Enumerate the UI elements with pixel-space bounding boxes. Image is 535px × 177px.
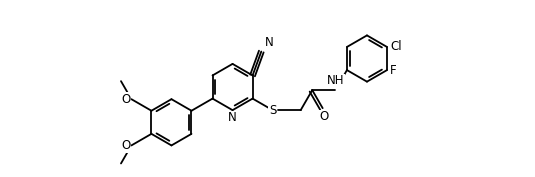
Text: Cl: Cl [390, 41, 402, 53]
Text: N: N [228, 111, 237, 124]
Text: S: S [269, 104, 276, 117]
Text: O: O [121, 93, 131, 106]
Text: F: F [390, 64, 396, 77]
Text: NH: NH [327, 74, 344, 87]
Text: O: O [121, 139, 131, 152]
Text: O: O [319, 110, 328, 123]
Text: N: N [265, 36, 274, 49]
